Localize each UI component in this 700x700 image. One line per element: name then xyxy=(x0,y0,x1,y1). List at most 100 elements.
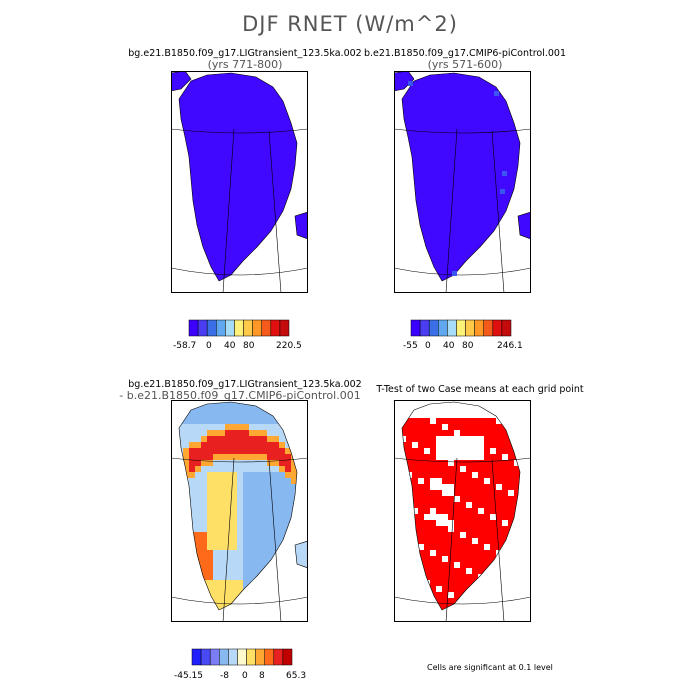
significant-cell xyxy=(442,550,448,556)
significant-cell xyxy=(514,436,520,442)
grid-cell xyxy=(255,460,261,466)
grid-cell xyxy=(267,442,273,448)
grid-cell xyxy=(231,592,237,598)
grid-cell xyxy=(261,442,267,448)
grid-cell xyxy=(201,412,207,418)
grid-cell xyxy=(219,442,225,448)
grid-cell xyxy=(195,514,201,520)
grid-cell xyxy=(183,430,189,436)
grid-cell xyxy=(285,514,291,520)
significant-cell xyxy=(406,544,412,550)
grid-cell xyxy=(213,472,219,478)
grid-cell xyxy=(255,544,261,550)
grid-cell xyxy=(249,574,255,580)
grid-cell xyxy=(201,448,207,454)
colorbar-swatch xyxy=(243,319,253,337)
panel2-subtitle: (yrs 571-600) xyxy=(427,58,503,71)
grid-cell xyxy=(285,484,291,490)
grid-cell xyxy=(195,490,201,496)
significant-cell xyxy=(472,574,478,580)
grid-cell xyxy=(243,448,249,454)
significant-cell xyxy=(424,502,430,508)
significant-cell xyxy=(466,424,472,430)
significant-cell xyxy=(460,604,466,610)
coastline xyxy=(401,401,521,611)
significant-cell xyxy=(508,454,514,460)
significant-cell xyxy=(460,550,466,556)
figure-title: DJF RNET (W/m^2) xyxy=(242,12,458,36)
grid-cell xyxy=(213,460,219,466)
significant-cell xyxy=(436,526,442,532)
significant-cell xyxy=(496,508,502,514)
significant-cell xyxy=(448,604,454,610)
grid-cell xyxy=(231,550,237,556)
significant-cell xyxy=(520,610,526,616)
grid-cell xyxy=(207,574,213,580)
grid-cell xyxy=(201,418,207,424)
grid-cell xyxy=(255,532,261,538)
grid-cell xyxy=(225,430,231,436)
grid-cell xyxy=(261,496,267,502)
significant-cell xyxy=(520,484,526,490)
map-panel-2 xyxy=(394,71,531,293)
grid-cell xyxy=(267,424,273,430)
significant-cell xyxy=(418,550,424,556)
grid-cell xyxy=(179,424,183,430)
significant-cell xyxy=(406,556,412,562)
significant-cell xyxy=(406,484,412,490)
significant-cell xyxy=(454,514,460,520)
significant-cell xyxy=(460,418,466,424)
significant-cell xyxy=(484,604,490,610)
grid-cell xyxy=(231,544,237,550)
longitude-line xyxy=(222,457,235,622)
colorbar-swatch xyxy=(456,319,466,337)
grid-cell xyxy=(255,538,261,544)
significant-cell xyxy=(412,562,418,568)
grid-cell xyxy=(285,448,291,454)
significant-cell xyxy=(502,550,508,556)
grid-cell xyxy=(408,81,413,86)
colorbar-2 xyxy=(410,319,512,337)
grid-cell xyxy=(219,562,225,568)
significant-cell xyxy=(424,436,430,442)
grid-cell xyxy=(237,460,243,466)
significant-cell xyxy=(502,418,508,424)
significant-cell xyxy=(466,592,472,598)
significant-cell xyxy=(402,586,406,592)
significant-cell xyxy=(496,544,502,550)
grid-cell xyxy=(213,598,219,604)
grid-cell xyxy=(207,562,213,568)
grid-cell xyxy=(189,496,195,502)
grid-cell xyxy=(231,538,237,544)
significant-cell xyxy=(496,424,502,430)
grid-cell xyxy=(225,418,231,424)
significant-cell xyxy=(406,598,412,604)
significant-cell xyxy=(520,568,526,574)
significant-cell xyxy=(502,478,508,484)
significant-cell xyxy=(490,538,496,544)
grid-cell xyxy=(201,544,207,550)
significant-cell xyxy=(466,550,472,556)
significant-cell xyxy=(502,556,508,562)
colorbar-swatch xyxy=(206,319,217,337)
significant-cell xyxy=(484,466,490,472)
significant-cell xyxy=(472,592,478,598)
significant-cell xyxy=(472,460,478,466)
significant-cell xyxy=(418,532,424,538)
significant-cell xyxy=(402,556,406,562)
grid-cell xyxy=(189,478,195,484)
grid-cell xyxy=(249,412,255,418)
significant-cell xyxy=(520,586,526,592)
significant-cell xyxy=(466,610,472,616)
cbar2-tick: 40 xyxy=(443,341,455,351)
significant-cell xyxy=(424,490,430,496)
grid-cell xyxy=(219,484,225,490)
grid-cell xyxy=(189,448,195,454)
significant-cell xyxy=(406,574,412,580)
significant-cell xyxy=(484,550,490,556)
grid-cell xyxy=(255,436,261,442)
significant-cell xyxy=(418,430,424,436)
grid-cell xyxy=(219,604,225,610)
significant-cell xyxy=(402,574,406,580)
grid-cell xyxy=(243,496,249,502)
